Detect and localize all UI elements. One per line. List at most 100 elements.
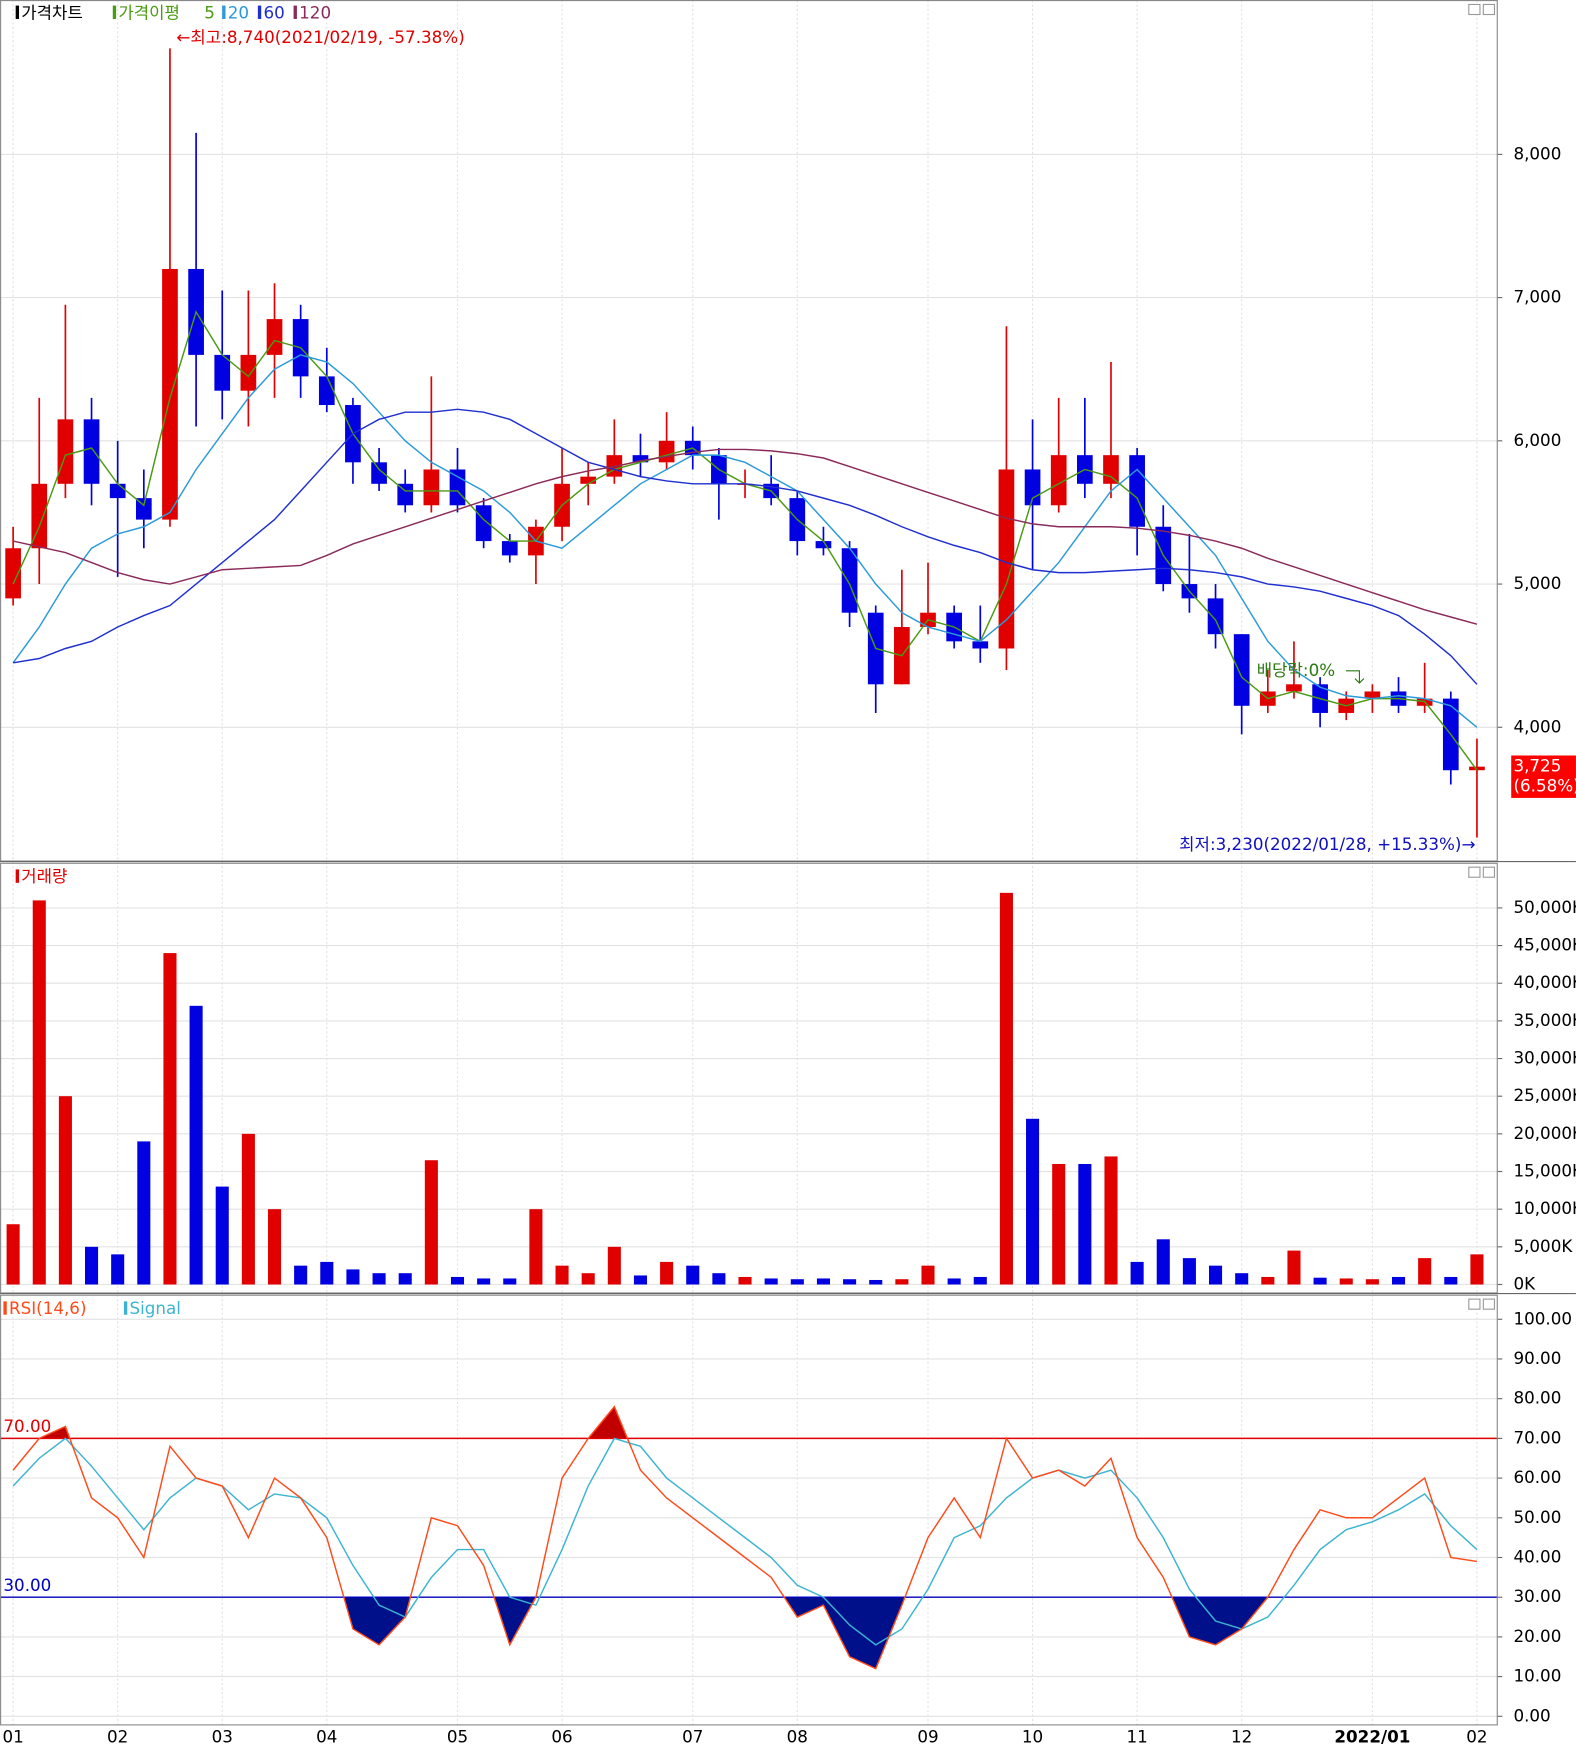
legend-label: RSI(14,6) [9, 1298, 87, 1318]
volume-bar [790, 1279, 804, 1285]
series-line [12, 1437, 1478, 1646]
y-tick-label: 45,000K [1513, 935, 1576, 955]
legend-marker [15, 869, 20, 883]
volume-bar [6, 1224, 20, 1285]
volume-bar [869, 1279, 883, 1285]
volume-bar [163, 953, 177, 1285]
legend-marker [3, 1301, 7, 1315]
volume-bar [477, 1278, 491, 1285]
volume-bar [1444, 1276, 1458, 1285]
y-tick-label: 30,000K [1513, 1048, 1576, 1068]
reference-label: 70.00 [3, 1416, 51, 1436]
volume-bar [921, 1265, 935, 1285]
x-tick-label: 10 [1022, 1727, 1043, 1747]
last-change-label: (6.58%) [1513, 776, 1576, 796]
volume-bar [555, 1265, 569, 1285]
y-tick-label: 15,000K [1513, 1161, 1576, 1181]
legend-marker [222, 5, 226, 19]
y-tick-label: 80.00 [1513, 1388, 1561, 1408]
legend-label: 가격차트 [21, 2, 83, 22]
rsi-panel-frame [0, 1294, 1498, 1726]
volume-bar [189, 1005, 203, 1285]
moving-average-line [12, 354, 1478, 728]
candle-body [580, 476, 597, 484]
volume-bar [1418, 1258, 1432, 1285]
volume-bar [633, 1275, 648, 1285]
high-annotation: ←최고:8,740(2021/02/19, -57.38%) [176, 27, 464, 47]
y-tick-label: 5,000K [1513, 1236, 1573, 1256]
volume-bar [1104, 1156, 1118, 1285]
x-tick-label: 09 [917, 1727, 938, 1747]
candle-body [632, 455, 649, 463]
volume-bar [503, 1278, 517, 1285]
volume-bar [816, 1278, 830, 1285]
y-tick-label: 40,000K [1513, 972, 1576, 992]
volume-bar [1182, 1258, 1196, 1285]
candle-body [31, 483, 48, 549]
volume-bar [1235, 1273, 1249, 1285]
candle-body [449, 469, 466, 506]
y-tick-label: 60.00 [1513, 1467, 1561, 1487]
y-tick-label: 10.00 [1513, 1666, 1561, 1686]
volume-bar [1078, 1163, 1092, 1285]
x-tick-label: 08 [787, 1727, 808, 1747]
y-tick-label: 0K [1513, 1273, 1536, 1293]
volume-bar [1130, 1261, 1144, 1285]
y-tick-label: 20,000K [1513, 1123, 1576, 1143]
volume-bar [1313, 1277, 1327, 1285]
x-tick-label: 11 [1126, 1727, 1147, 1747]
mark-layer [0, 48, 1498, 1670]
candle-body [1364, 691, 1381, 699]
volume-bar [137, 1141, 151, 1285]
last-price-box [1511, 755, 1576, 798]
volume-bar [1470, 1254, 1484, 1285]
volume-bar [1339, 1278, 1353, 1285]
candle-body [371, 462, 387, 484]
legend-label: 거래량 [21, 866, 67, 886]
y-tick-label: 70.00 [1513, 1427, 1561, 1447]
candle-body [135, 498, 152, 520]
candle-body [815, 541, 832, 549]
volume-bar [267, 1209, 282, 1285]
legend-label: 60 [263, 2, 284, 22]
candle-body [162, 268, 178, 520]
moving-average-line [12, 448, 1478, 625]
candle-body [318, 376, 335, 406]
legend-marker [15, 5, 20, 19]
volume-bar [1052, 1163, 1066, 1285]
volume-bar [607, 1246, 621, 1285]
y-tick-label: 100.00 [1513, 1308, 1572, 1328]
y-tick-label: 7,000 [1513, 287, 1561, 307]
x-tick-label: 02 [1466, 1727, 1487, 1747]
x-tick-label: 02 [107, 1727, 128, 1747]
x-tick-label: 06 [551, 1727, 572, 1747]
candle-body [83, 419, 100, 484]
y-tick-label: 6,000 [1513, 430, 1561, 450]
legend-marker [123, 1301, 128, 1315]
y-tick-label: 50,000K [1513, 897, 1576, 917]
legend-marker [257, 5, 262, 19]
volume-bar [85, 1246, 99, 1285]
volume-bar [450, 1276, 465, 1285]
window-icons [1468, 3, 1496, 1310]
volume-bar [999, 892, 1013, 1285]
x-tick-label: 04 [316, 1727, 337, 1747]
candle-body [266, 319, 283, 355]
volume-bar [660, 1261, 674, 1285]
dividend-arrow [1346, 670, 1365, 684]
moving-average-line [13, 408, 1478, 685]
reference-label: 30.00 [3, 1575, 51, 1595]
legend-label: Signal [130, 1298, 181, 1318]
volume-bar [1026, 1118, 1040, 1285]
legend-label: 120 [299, 2, 331, 22]
x-tick-label: 03 [212, 1727, 233, 1747]
y-tick-label: 5,000 [1513, 573, 1561, 593]
x-tick-label: 01 [2, 1727, 23, 1747]
volume-bar [1261, 1276, 1275, 1285]
candle-body [501, 541, 518, 556]
volume-bar [895, 1279, 909, 1285]
oversold-fill [13, 1597, 1477, 1669]
volume-bar [529, 1209, 543, 1285]
y-tick-label: 35,000K [1513, 1010, 1576, 1030]
